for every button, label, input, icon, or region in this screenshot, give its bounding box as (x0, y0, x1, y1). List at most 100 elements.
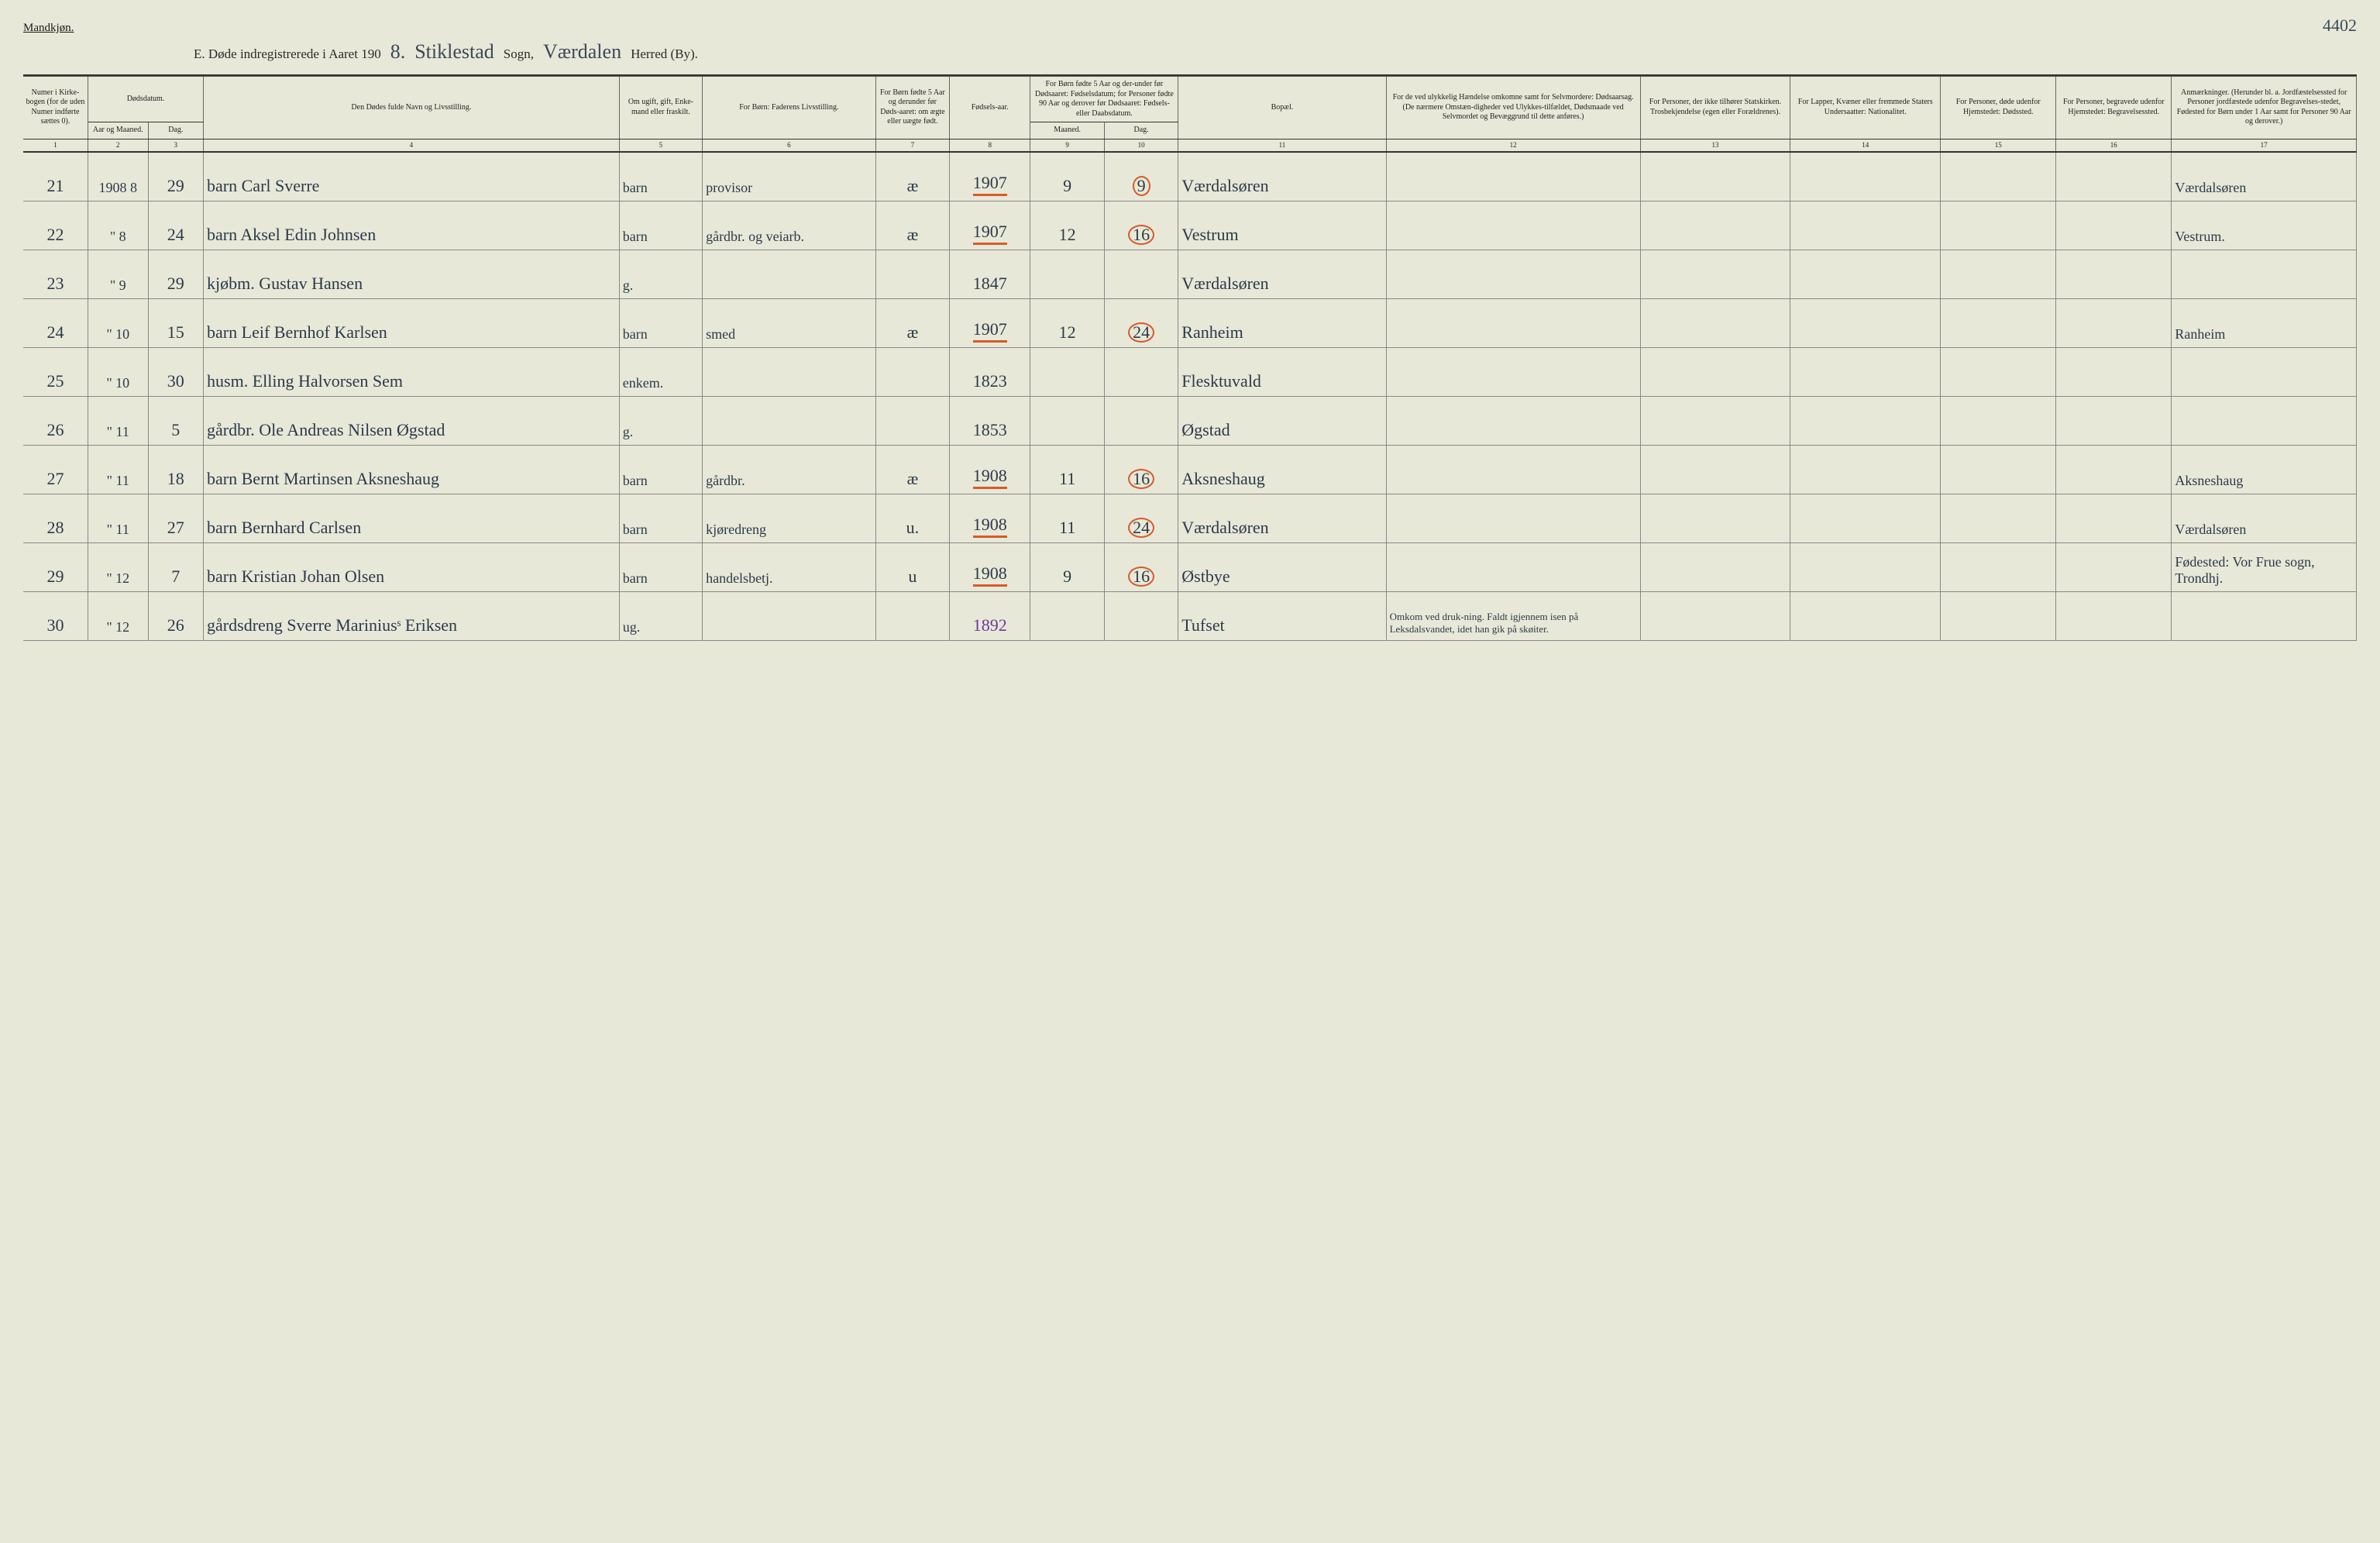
cell (1941, 591, 2056, 640)
cell (1790, 250, 1941, 298)
cell (1386, 396, 1640, 445)
cell: barn Leif Bernhof Karlsen (204, 298, 620, 347)
cell: æ (875, 152, 949, 201)
cell (2056, 152, 2172, 201)
cell: barn Bernt Martinsen Aksneshaug (204, 445, 620, 494)
cell: handelsbetj. (703, 542, 876, 591)
cell: barn Aksel Edin Johnsen (204, 201, 620, 250)
cell (2172, 250, 2357, 298)
cell: 24 (1104, 298, 1178, 347)
cell (1640, 396, 1790, 445)
cell: barn Kristian Johan Olsen (204, 542, 620, 591)
coln: 16 (2056, 139, 2172, 152)
table-row: 30" 1226gårdsdreng Sverre Mariniusˢ Erik… (23, 591, 2357, 640)
cell: barn Carl Sverre (204, 152, 620, 201)
cell (1790, 445, 1941, 494)
col-hdr-9b: Dag. (1104, 122, 1178, 139)
cell (1790, 347, 1941, 396)
cell: barn Bernhard Carlsen (204, 494, 620, 542)
cell: 29 (23, 542, 88, 591)
cell (1104, 250, 1178, 298)
cell (1386, 201, 1640, 250)
cell: Omkom ved druk-ning. Faldt igjennem isen… (1386, 591, 1640, 640)
cell: Øgstad (1178, 396, 1386, 445)
cell (1640, 591, 1790, 640)
sogn-label: Sogn, (504, 46, 534, 62)
col-hdr-14: For Lapper, Kvæner eller fremmede Stater… (1790, 77, 1941, 139)
table-row: 25" 1030husm. Elling Halvorsen Semenkem.… (23, 347, 2357, 396)
cell (703, 250, 876, 298)
cell: " 10 (88, 347, 148, 396)
cell (1640, 298, 1790, 347)
cell: kjøredreng (703, 494, 876, 542)
cell: barn (619, 494, 702, 542)
table-row: 28" 1127barn Bernhard Carlsenbarnkjøredr… (23, 494, 2357, 542)
cell: 1892 (950, 591, 1030, 640)
col-hdr-17: Anmærkninger. (Herunder bl. a. Jordfæste… (2172, 77, 2357, 139)
cell: 16 (1104, 445, 1178, 494)
page-number: 4402 (2323, 15, 2357, 36)
cell (1104, 591, 1178, 640)
top-row: Mandkjøn. 4402 (23, 15, 2357, 36)
cell: 22 (23, 201, 88, 250)
cell: u. (875, 494, 949, 542)
cell: Ranheim (2172, 298, 2357, 347)
cell: 25 (23, 347, 88, 396)
cell (1640, 201, 1790, 250)
table-row: 29" 127barn Kristian Johan Olsenbarnhand… (23, 542, 2357, 591)
cell (2056, 542, 2172, 591)
table-row: 23" 929kjøbm. Gustav Hanseng.1847Værdals… (23, 250, 2357, 298)
cell: 19082–3 mdr (950, 542, 1030, 591)
coln: 11 (1178, 139, 1386, 152)
cell: 5 (148, 396, 204, 445)
table-row: 26" 115gårdbr. Ole Andreas Nilsen Øgstad… (23, 396, 2357, 445)
cell: Vestrum (1178, 201, 1386, 250)
col-hdr-2b: Dag. (148, 122, 204, 139)
cell: 16 (1104, 542, 1178, 591)
cell: ug. (619, 591, 702, 640)
coln: 6 (703, 139, 876, 152)
coln: 1 (23, 139, 88, 152)
cell (1030, 396, 1104, 445)
cell: 9 (1030, 542, 1104, 591)
cell: 9 (1104, 152, 1178, 201)
cell (703, 347, 876, 396)
cell: 19079–10 mdr (950, 298, 1030, 347)
table-row: 211908 829barn Carl Sverrebarnprovisoræ1… (23, 152, 2357, 201)
cell (1941, 542, 2056, 591)
cell (2056, 445, 2172, 494)
col-hdr-7: For Børn fødte 5 Aar og derunder før Død… (875, 77, 949, 139)
table-body: 211908 829barn Carl Sverrebarnprovisoræ1… (23, 152, 2357, 641)
year-suffix: 8. (390, 40, 406, 64)
cell: 15 (148, 298, 204, 347)
cell (875, 347, 949, 396)
cell (2056, 494, 2172, 542)
cell (1386, 542, 1640, 591)
cell: æ (875, 201, 949, 250)
cell: " 12 (88, 591, 148, 640)
coln: 8 (950, 139, 1030, 152)
cell: æ (875, 298, 949, 347)
herred-label: Herred (By). (631, 46, 698, 62)
cell: Værdalsøren (1178, 250, 1386, 298)
coln: 7 (875, 139, 949, 152)
cell: gårdsdreng Sverre Mariniusˢ Eriksen (204, 591, 620, 640)
cell: g. (619, 396, 702, 445)
cell (1790, 494, 1941, 542)
district-hand: Værdalen (543, 40, 621, 64)
cell: Østbye (1178, 542, 1386, 591)
coln: 2 (88, 139, 148, 152)
cell (1941, 494, 2056, 542)
cell: 24 (1104, 494, 1178, 542)
cell: 26 (23, 396, 88, 445)
col-hdr-9t: For Børn fødte 5 Aar og der-under før Dø… (1030, 77, 1178, 122)
cell: " 9 (88, 250, 148, 298)
cell: gårdbr. og veiarb. (703, 201, 876, 250)
cell (1941, 250, 2056, 298)
cell (1941, 347, 2056, 396)
cell: " 11 (88, 494, 148, 542)
col-hdr-15: For Personer, døde udenfor Hjemstedet: D… (1941, 77, 2056, 139)
cell: 27 (23, 445, 88, 494)
cell: æ (875, 445, 949, 494)
cell (1386, 298, 1640, 347)
